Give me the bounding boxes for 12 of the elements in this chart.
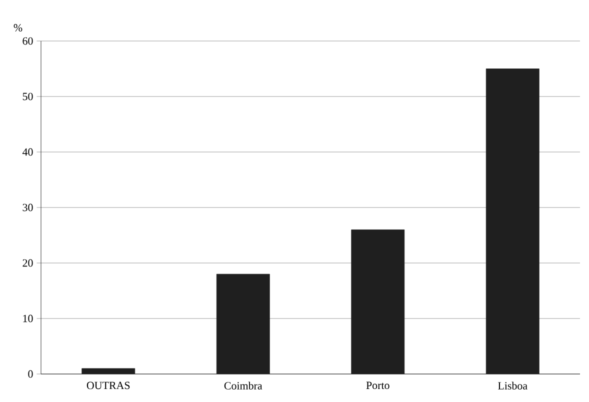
y-tick-label: 0 [28, 370, 33, 378]
y-tick-label: 10 [23, 314, 33, 322]
x-tick-label: Porto [366, 382, 390, 390]
y-tick-label: 50 [22, 92, 33, 100]
x-tick-label: Coimbra [224, 382, 262, 390]
y-axis-title: % [14, 24, 22, 32]
y-tick-label: 60 [22, 37, 33, 45]
y-tick-label: 40 [22, 148, 33, 156]
x-tick-label: OUTRAS [86, 382, 130, 390]
x-tick-label: Lisboa [498, 382, 528, 390]
y-tick-label: 30 [22, 204, 33, 212]
y-tick-label: 20 [22, 259, 33, 267]
